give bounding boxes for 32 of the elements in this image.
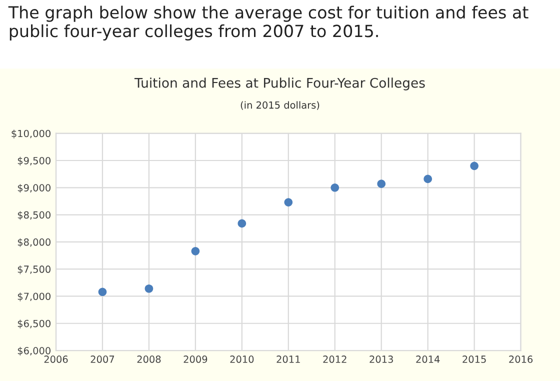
x-tick-label: 2010 bbox=[230, 356, 254, 363]
text: The graph below show the average cost for tuition and fees at public four-year colleges from 2007 to 2015. bbox=[8, 6, 528, 41]
y-tick-label: $6,000 bbox=[18, 346, 50, 356]
point bbox=[98, 288, 107, 296]
x-tick-label: 2013 bbox=[370, 356, 393, 363]
y-tick-label: $8,500 bbox=[18, 211, 50, 220]
chart-subtitle: (in 2015 dollars) bbox=[240, 101, 320, 110]
x-tick-label: 2006 bbox=[44, 356, 68, 363]
x-tick-label: 2015 bbox=[462, 356, 486, 363]
point bbox=[470, 162, 478, 170]
point bbox=[284, 198, 293, 206]
x-tick-label: 2007 bbox=[90, 356, 114, 363]
x-tick-label: 2011 bbox=[276, 356, 300, 363]
point bbox=[330, 183, 340, 192]
y-tick-label: $6,500 bbox=[18, 320, 50, 328]
y-tick-label: $7,000 bbox=[18, 292, 50, 302]
point bbox=[424, 174, 432, 184]
y-tick-label: $8,000 bbox=[18, 238, 50, 248]
point bbox=[144, 284, 154, 293]
x-tick-label: 2014 bbox=[416, 356, 440, 363]
y-tick-label: $9,000 bbox=[18, 184, 50, 193]
y-tick-label: $7,500 bbox=[18, 265, 50, 274]
x-tick-label: 2009 bbox=[184, 356, 208, 363]
point bbox=[238, 219, 246, 228]
point bbox=[377, 180, 386, 188]
x-tick-label: 2012 bbox=[323, 356, 346, 363]
x-tick-label: 2016 bbox=[509, 356, 533, 363]
y-tick-label: $10,000 bbox=[12, 130, 50, 138]
x-tick-label: 2008 bbox=[137, 356, 161, 363]
point bbox=[191, 247, 200, 256]
y-tick-label: $9,500 bbox=[18, 156, 50, 166]
chart-title: Tuition and Fees at Public Four-Year Colleges bbox=[134, 78, 425, 90]
